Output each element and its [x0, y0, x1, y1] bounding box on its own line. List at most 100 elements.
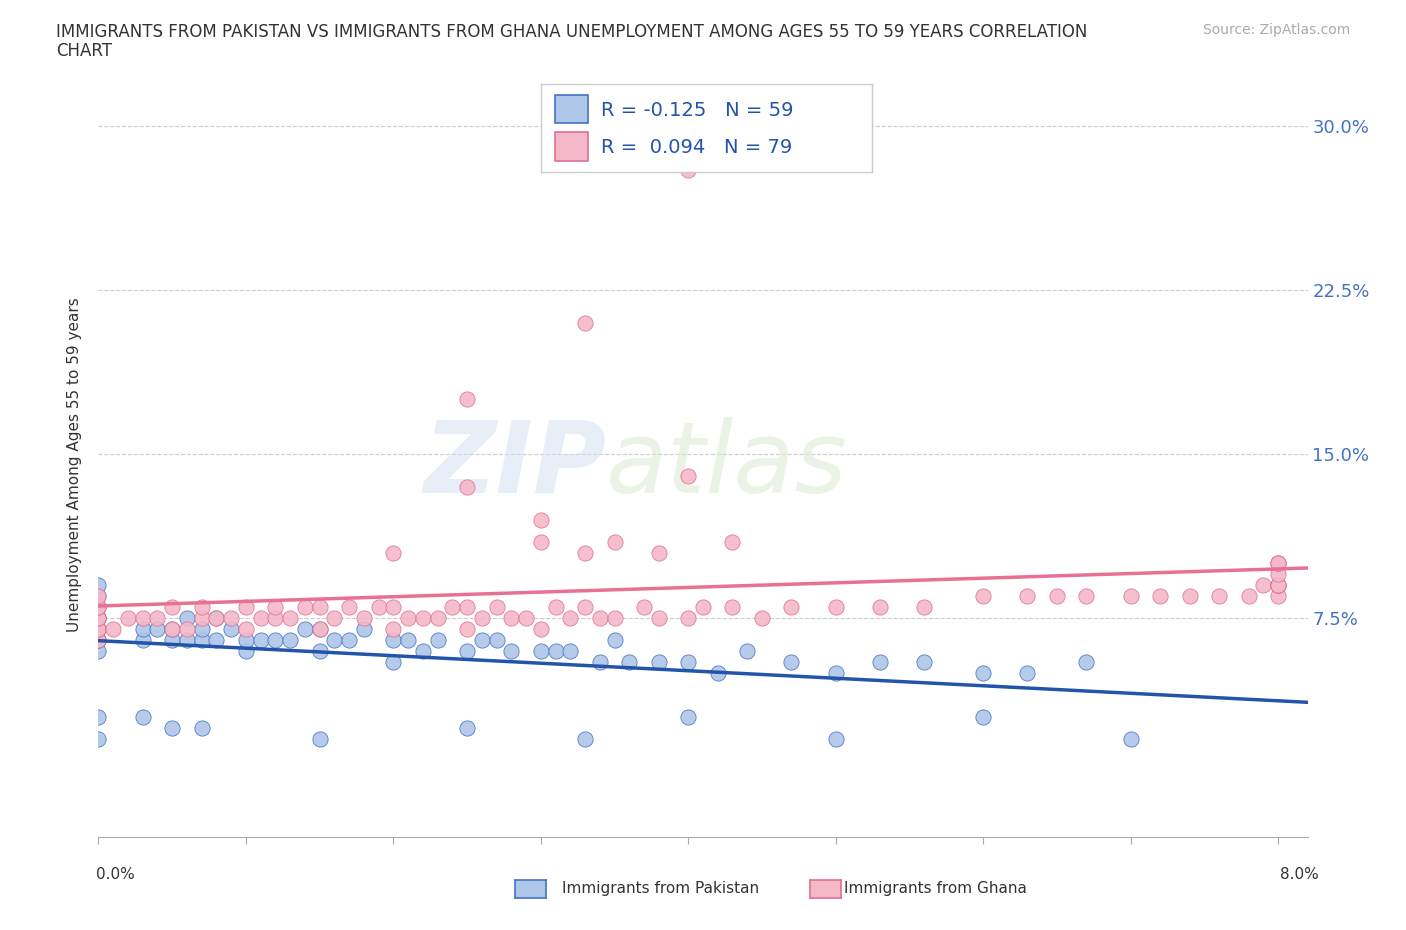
Text: ZIP: ZIP	[423, 417, 606, 513]
Point	[264, 632, 287, 647]
Point	[1253, 578, 1275, 592]
FancyBboxPatch shape	[554, 95, 588, 124]
Point	[190, 621, 212, 636]
Point	[603, 534, 626, 549]
Point	[706, 666, 728, 681]
Point	[441, 600, 464, 615]
Point	[574, 545, 596, 560]
Point	[780, 655, 803, 670]
Point	[87, 611, 110, 626]
Point	[294, 600, 316, 615]
Point	[176, 632, 198, 647]
Point	[678, 162, 700, 177]
Point	[912, 600, 935, 615]
Point	[471, 632, 494, 647]
Text: CHART: CHART	[56, 42, 112, 60]
Text: R = -0.125   N = 59: R = -0.125 N = 59	[600, 100, 793, 120]
Point	[648, 611, 671, 626]
Point	[678, 611, 700, 626]
Point	[337, 600, 360, 615]
Point	[619, 655, 641, 670]
Point	[780, 600, 803, 615]
Point	[1237, 589, 1260, 604]
Point	[530, 644, 553, 658]
Point	[205, 611, 228, 626]
Point	[426, 611, 449, 626]
Point	[1267, 578, 1289, 592]
Point	[1046, 589, 1069, 604]
Point	[87, 644, 110, 658]
Point	[323, 611, 346, 626]
Point	[501, 611, 523, 626]
Point	[869, 600, 891, 615]
Point	[382, 545, 405, 560]
Point	[1178, 589, 1201, 604]
Point	[426, 632, 449, 647]
Point	[456, 392, 478, 406]
Point	[603, 632, 626, 647]
Point	[456, 600, 478, 615]
Point	[1267, 589, 1289, 604]
Point	[1267, 556, 1289, 571]
Point	[485, 632, 508, 647]
Text: 8.0%: 8.0%	[1279, 867, 1319, 882]
Point	[396, 611, 419, 626]
Text: Immigrants from Pakistan: Immigrants from Pakistan	[562, 881, 759, 896]
Point	[692, 600, 714, 615]
Point	[278, 611, 301, 626]
Point	[337, 632, 360, 647]
Point	[515, 611, 537, 626]
Point	[678, 655, 700, 670]
Point	[235, 632, 257, 647]
Point	[367, 600, 389, 615]
Point	[117, 611, 139, 626]
Point	[101, 621, 124, 636]
Point	[264, 611, 287, 626]
Point	[205, 632, 228, 647]
Point	[1017, 589, 1039, 604]
Point	[160, 621, 183, 636]
Point	[87, 632, 110, 647]
Point	[278, 632, 301, 647]
Point	[972, 710, 994, 724]
Point	[87, 621, 110, 636]
Point	[308, 600, 330, 615]
Point	[1119, 731, 1142, 746]
Point	[1076, 589, 1098, 604]
Text: 0.0%: 0.0%	[96, 867, 135, 882]
Point	[471, 611, 494, 626]
Point	[87, 600, 110, 615]
Point	[219, 611, 242, 626]
Point	[353, 611, 375, 626]
Point	[456, 720, 478, 735]
Point	[1208, 589, 1230, 604]
Point	[678, 710, 700, 724]
Point	[544, 600, 567, 615]
Point	[160, 600, 183, 615]
Point	[1149, 589, 1171, 604]
Point	[530, 512, 553, 527]
Point	[87, 600, 110, 615]
Point	[87, 632, 110, 647]
Point	[824, 600, 846, 615]
Point	[396, 632, 419, 647]
Point	[1076, 655, 1098, 670]
Point	[972, 589, 994, 604]
Point	[308, 731, 330, 746]
Point	[87, 600, 110, 615]
Point	[456, 480, 478, 495]
Point	[1267, 556, 1289, 571]
Point	[972, 666, 994, 681]
Text: Source: ZipAtlas.com: Source: ZipAtlas.com	[1202, 23, 1350, 37]
Point	[160, 621, 183, 636]
Text: atlas: atlas	[606, 417, 848, 513]
Point	[1267, 556, 1289, 571]
Point	[589, 611, 612, 626]
Text: R =  0.094   N = 79: R = 0.094 N = 79	[600, 138, 792, 157]
Point	[648, 545, 671, 560]
Point	[721, 600, 744, 615]
Point	[1267, 578, 1289, 592]
Point	[678, 469, 700, 484]
Point	[131, 710, 153, 724]
Point	[412, 611, 434, 626]
